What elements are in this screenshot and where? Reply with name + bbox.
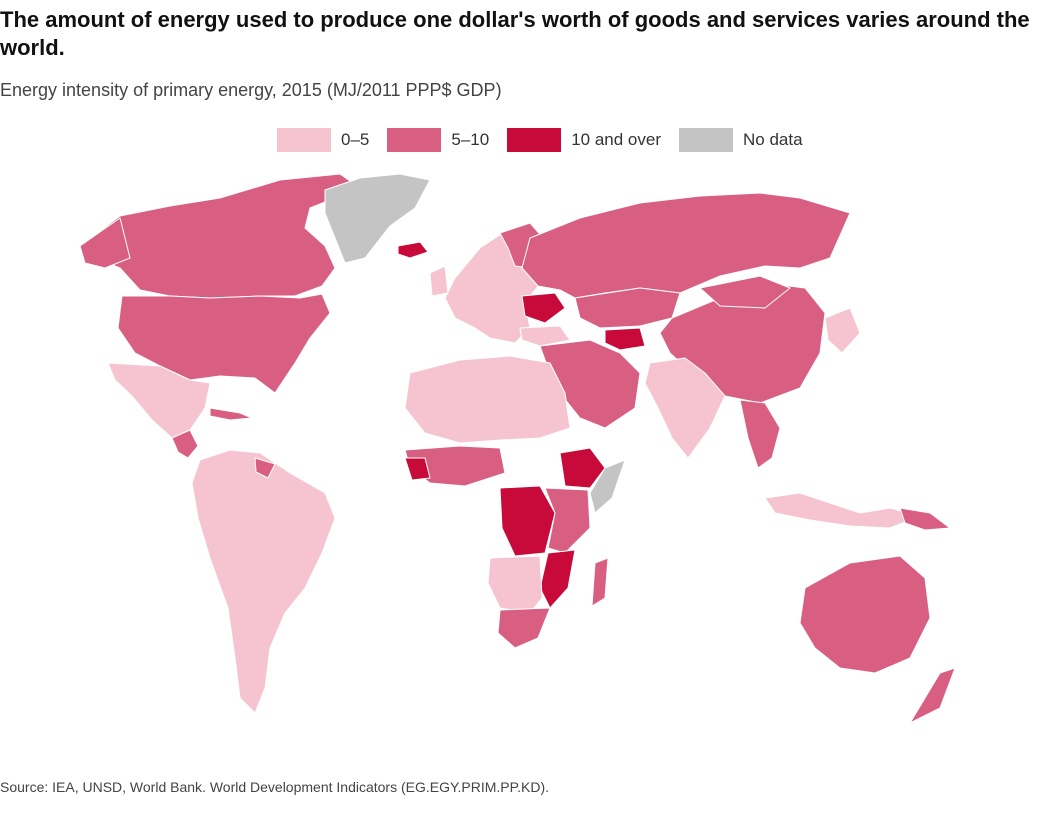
legend-swatch-low	[277, 128, 331, 152]
legend-label-medium: 5–10	[451, 130, 490, 149]
region-greenland[interactable]	[324, 173, 431, 264]
region-liberia[interactable]	[404, 457, 431, 481]
chart-subtitle: Energy intensity of primary energy, 2015…	[0, 80, 502, 100]
region-papua[interactable]	[899, 507, 951, 531]
region-madagascar[interactable]	[591, 557, 609, 607]
legend-item-medium[interactable]: 5–10	[387, 128, 489, 152]
region-caribbean[interactable]	[209, 407, 253, 421]
region-ethiopia[interactable]	[559, 447, 606, 489]
legend-swatch-high	[507, 128, 562, 152]
legend: 0–5 5–10 10 and over No data	[277, 127, 821, 153]
legend-item-low[interactable]: 0–5	[277, 128, 369, 152]
region-south-america[interactable]	[191, 449, 336, 714]
region-kazakhstan[interactable]	[574, 287, 681, 329]
region-turkmenistan[interactable]	[604, 327, 646, 351]
world-map	[79, 173, 956, 724]
legend-label-high: 10 and over	[571, 130, 661, 149]
region-southeast-asia[interactable]	[739, 399, 781, 469]
region-iceland[interactable]	[397, 241, 429, 259]
legend-item-no-data[interactable]: No data	[679, 128, 803, 152]
legend-swatch-medium	[387, 128, 442, 152]
region-japan-korea[interactable]	[824, 307, 861, 354]
region-turkey[interactable]	[519, 325, 571, 347]
region-uk[interactable]	[429, 265, 449, 297]
region-ukraine[interactable]	[521, 292, 566, 324]
region-canada[interactable]	[79, 173, 361, 299]
region-new-zealand[interactable]	[909, 667, 956, 724]
source-note: Source: IEA, UNSD, World Bank. World Dev…	[0, 779, 550, 795]
legend-item-high[interactable]: 10 and over	[507, 128, 661, 152]
region-north-africa[interactable]	[404, 355, 571, 444]
region-guyana[interactable]	[254, 457, 276, 479]
region-indonesia[interactable]	[764, 492, 921, 529]
region-russia[interactable]	[521, 192, 851, 299]
legend-swatch-no-data	[679, 128, 733, 152]
region-southern-africa[interactable]	[487, 555, 543, 614]
chart-title: The amount of energy used to produce one…	[0, 7, 1030, 60]
region-australia[interactable]	[799, 555, 931, 674]
region-congo[interactable]	[499, 485, 556, 557]
region-mozambique[interactable]	[539, 549, 576, 609]
region-somalia[interactable]	[589, 459, 626, 514]
region-usa[interactable]	[117, 293, 331, 394]
legend-label-low: 0–5	[341, 130, 370, 149]
region-india[interactable]	[644, 357, 726, 459]
region-south-africa[interactable]	[497, 607, 551, 649]
legend-label-no-data: No data	[743, 130, 803, 149]
region-alaska[interactable]	[79, 217, 131, 269]
region-central-america[interactable]	[171, 429, 199, 459]
region-mongolia[interactable]	[699, 275, 791, 309]
